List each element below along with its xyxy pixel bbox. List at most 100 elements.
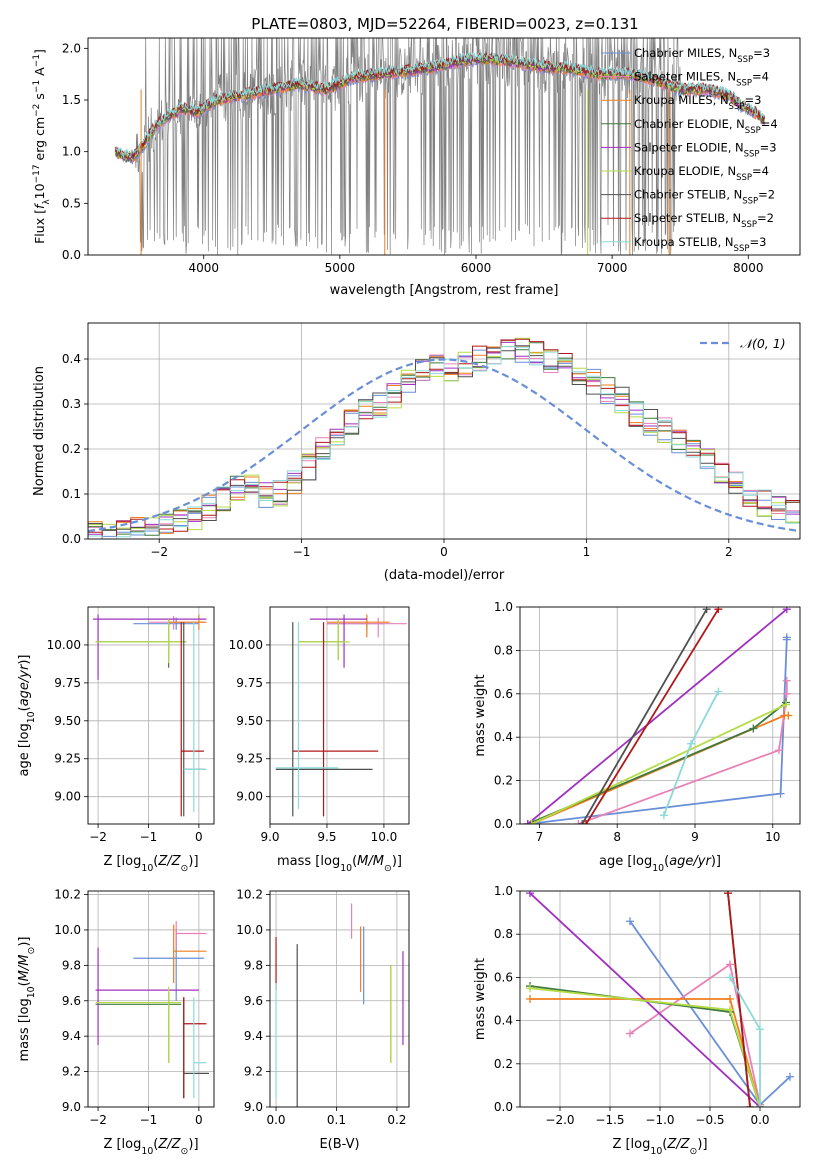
y-tick-label: 0.5: [62, 196, 81, 210]
y-tick-label: 1.0: [62, 145, 81, 159]
y-tick-label: 9.6: [62, 994, 81, 1008]
y-tick-label: 9.50: [54, 714, 81, 728]
y-tick-label: 0.8: [494, 927, 513, 941]
x-tick-label: 0.0: [750, 1113, 769, 1127]
weight-metallicity-panel: −2.0 −1.5 −1.0 −0.5 0.0 0.0 0.2 0.4 0.6 0.8 1.0 Z […: [473, 884, 801, 1157]
mass-weight-line-cs: [581, 608, 708, 824]
y-tick-label: 9.25: [236, 752, 263, 766]
legend-entry-cs: Chabrier STELIB, NSSP=2: [634, 188, 775, 207]
x-tick-label: 7000: [597, 261, 628, 275]
point-marker-ce: [749, 724, 758, 733]
axes-frame: [87, 37, 801, 256]
histogram-ks: [88, 346, 800, 539]
point-marker-ke: [782, 700, 790, 709]
x-axis-label: mass [log10(M/M⊙)]: [277, 854, 402, 874]
legend: Chabrier MILES, NSSP=3 Salpeter MILES, NS…: [601, 46, 778, 254]
x-tick-label: 9: [691, 830, 699, 844]
mass-weight-line-ce: [529, 985, 761, 1107]
mass-extinction-panel-plot-area: [270, 891, 409, 1107]
y-tick-label: 9.75: [236, 676, 263, 690]
point-marker-se: [782, 607, 791, 614]
point-marker-cs: [578, 820, 587, 824]
legend-entry-sm: Salpeter MILES, NSSP=4: [634, 70, 769, 89]
x-tick-label: 2: [725, 545, 733, 559]
point-marker-ks: [714, 687, 723, 696]
histogram-km: [88, 345, 800, 539]
x-tick-label: −1.5: [595, 1113, 624, 1127]
y-tick-label: 0.1: [62, 487, 81, 501]
x-tick-label: 0.1: [327, 1113, 346, 1127]
x-tick-label: 1: [583, 545, 591, 559]
x-axis-label: (data-model)/error: [384, 568, 505, 583]
point-marker-ke: [726, 1005, 734, 1014]
x-axis-label: Z [log10(Z/Z⊙)]: [612, 1137, 707, 1157]
point-marker-ss: [746, 1103, 754, 1107]
y-tick-label: 0.6: [494, 687, 513, 701]
point-marker-ke: [527, 820, 536, 824]
x-axis-label: Z [log10(Z/Z⊙)]: [103, 854, 198, 874]
point-marker-cs: [702, 607, 711, 614]
x-tick-label: 10: [765, 830, 780, 844]
mass-weight-line-ks: [663, 691, 720, 816]
mass-weight-line-ss: [727, 893, 751, 1107]
y-tick-label: 9.0: [244, 1100, 263, 1114]
y-tick-label: 9.00: [236, 790, 263, 804]
age-metallicity-panel-plot-area: [88, 607, 214, 824]
y-tick-label: 10.0: [54, 923, 81, 937]
point-marker-sm: [782, 676, 791, 685]
point-marker-sm: [775, 746, 783, 755]
mass-metallicity-panel: −2 −1 0 9.0 9.2 9.4 9.6 9.8 10.0 10.2 Z [log10(Z/Z…: [17, 888, 215, 1157]
y-tick-label: 9.4: [62, 1029, 81, 1043]
axes-frame: [87, 606, 215, 825]
point-marker-ss: [714, 607, 723, 614]
y-tick-label: 0.4: [494, 730, 513, 744]
point-marker-sm: [726, 960, 734, 969]
y-tick-label: 10.00: [229, 638, 263, 652]
legend-entry-km: Kroupa MILES, NSSP=3: [634, 93, 761, 112]
y-tick-label: 0.4: [62, 352, 81, 366]
y-tick-label: 9.2: [62, 1065, 81, 1079]
panels: 4000 5000 6000 7000 80000.00.51.01.52.0Flux …: [17, 37, 801, 1157]
point-marker-sm: [626, 1029, 634, 1038]
point-marker-se: [526, 891, 534, 898]
y-tick-label: 9.2: [244, 1065, 263, 1079]
y-tick-label: 0.2: [494, 1057, 513, 1071]
y-tick-label: 10.2: [54, 888, 81, 902]
age-mass-panel: 9.0 9.5 10.0 9.00 9.25 9.50 9.75 10.00 mass [log…: [229, 606, 410, 874]
weight-metallicity-panel-plot-area: [520, 891, 800, 1107]
axes-frame: [519, 890, 801, 1108]
y-tick-label: 2.0: [62, 41, 81, 55]
axes-frame: [269, 606, 410, 825]
point-marker-ke: [526, 984, 534, 993]
point-marker-cm: [776, 789, 785, 798]
mass-weight-line-km: [530, 998, 761, 1107]
y-tick-label: 9.6: [244, 994, 263, 1008]
y-tick-label: 0.3: [62, 397, 81, 411]
mass-weight-line-ke: [531, 703, 787, 824]
axes-frame: [269, 890, 410, 1108]
x-axis-label: Z [log10(Z/Z⊙)]: [103, 1137, 198, 1157]
axes-frame: [519, 606, 801, 825]
x-tick-label: 9.5: [317, 830, 336, 844]
residual-panel-plot-area: [88, 323, 800, 539]
point-marker-ks: [687, 739, 696, 748]
y-tick-label: 9.75: [54, 676, 81, 690]
mass-weight-line-ss: [585, 608, 720, 824]
axes-frame: [87, 890, 215, 1108]
y-axis-label: mass weight: [473, 674, 488, 756]
mass-weight-line-ce: [527, 701, 787, 824]
y-tick-label: 9.25: [54, 752, 81, 766]
mass-weight-line-ke: [529, 987, 761, 1107]
x-tick-label: −1.0: [645, 1113, 674, 1127]
x-tick-label: −2.0: [545, 1113, 574, 1127]
y-tick-label: 9.0: [62, 1100, 81, 1114]
weight-age-panel: 7 8 9 10 0.0 0.2 0.4 0.6 0.8 1.0 age [log10(age/yr…: [473, 600, 801, 874]
point-marker-sm: [782, 689, 791, 698]
point-marker-sm: [574, 820, 583, 824]
legend-entry-ke: Kroupa ELODIE, NSSP=4: [634, 164, 769, 183]
point-marker-ks: [659, 811, 668, 820]
y-tick-label: 0.0: [494, 1100, 513, 1114]
x-tick-label: 6000: [461, 261, 492, 275]
y-tick-label: 1.0: [494, 884, 513, 898]
y-tick-label: 9.00: [54, 790, 81, 804]
